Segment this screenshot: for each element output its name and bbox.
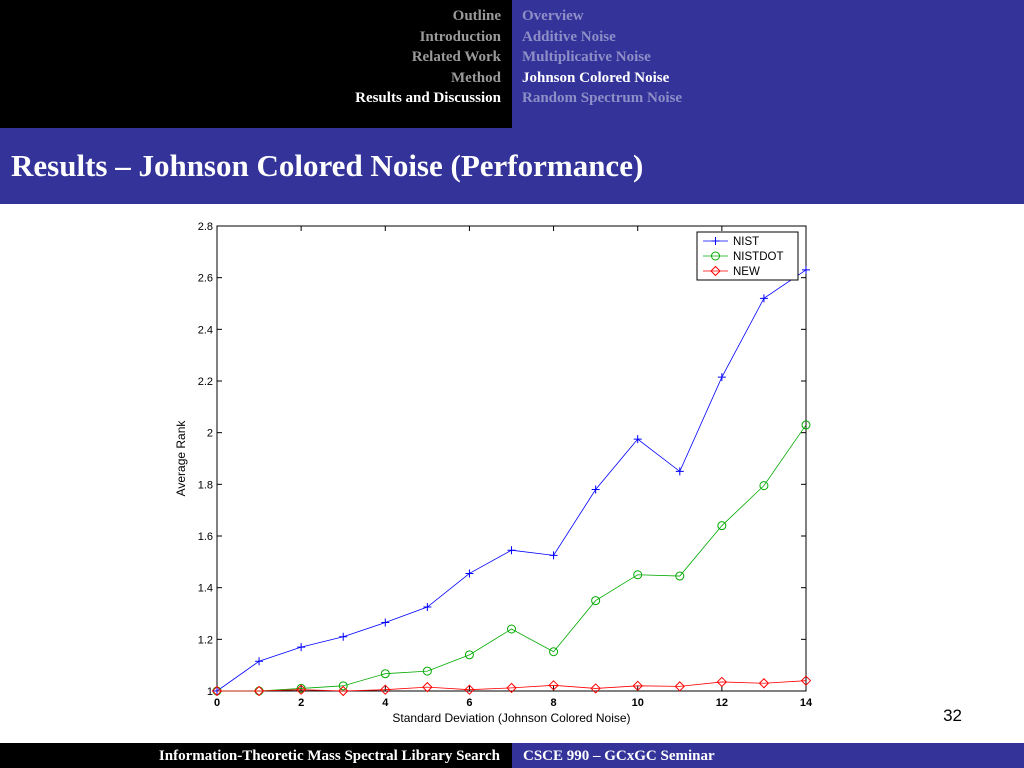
slide-title: Results – Johnson Colored Noise (Perform… xyxy=(11,148,644,183)
data-point-nistdot xyxy=(507,624,516,634)
data-point-new xyxy=(338,685,349,697)
y-tick-label: 1.2 xyxy=(198,634,213,646)
data-point-nist xyxy=(297,643,306,652)
x-tick-label: 2 xyxy=(298,697,304,709)
x-axis-label: Standard Deviation (Johnson Colored Nois… xyxy=(392,711,630,725)
title-bar: Results – Johnson Colored Noise (Perform… xyxy=(0,128,1024,204)
data-point-nist xyxy=(381,618,390,627)
nav-section-related-work[interactable]: Related Work xyxy=(411,49,501,65)
data-point-new xyxy=(380,684,391,695)
footer-left: Information-Theoretic Mass Spectral Libr… xyxy=(0,743,512,768)
legend-marker-nistdot xyxy=(711,251,720,261)
data-point-nistdot xyxy=(296,683,306,693)
series-line-new xyxy=(217,680,807,692)
legend-marker-nist xyxy=(711,237,720,245)
data-point-nistdot xyxy=(422,666,432,676)
data-point-nist xyxy=(717,373,726,382)
y-tick-label: 2.2 xyxy=(198,376,213,388)
data-point-nistdot xyxy=(380,669,390,679)
data-point-nist xyxy=(549,551,558,560)
data-point-new xyxy=(716,676,728,688)
data-point-nist xyxy=(339,632,348,641)
data-point-nist xyxy=(591,485,600,494)
data-point-new xyxy=(758,678,770,689)
section-nav: Outline Introduction Related Work Method Res… xyxy=(0,0,512,128)
nav-subsection-multiplicative-noise[interactable]: Multiplicative Noise xyxy=(522,49,651,65)
data-point-new xyxy=(632,680,643,692)
series-line-nist xyxy=(216,269,807,692)
data-point-nist xyxy=(423,603,432,612)
nav-section-introduction[interactable]: Introduction xyxy=(419,28,501,45)
footer-seminar-name: CSCE 990 – GCxGC Seminar xyxy=(523,748,715,764)
nav-subsection-additive-noise[interactable]: Additive Noise xyxy=(522,28,616,45)
x-tick-label: 10 xyxy=(632,697,644,709)
data-point-nist xyxy=(802,265,810,274)
data-point-new xyxy=(211,685,223,697)
y-tick-label: 2.8 xyxy=(198,221,213,233)
y-tick-label: 2 xyxy=(207,428,213,440)
x-tick-label: 14 xyxy=(800,697,813,709)
data-point-nistdot xyxy=(464,650,474,660)
y-tick-label: 1.8 xyxy=(198,479,213,491)
data-point-nistdot xyxy=(338,681,348,691)
data-point-nistdot xyxy=(633,570,643,580)
nav-subsection-random-spectrum-noise[interactable]: Random Spectrum Noise xyxy=(522,90,682,106)
data-point-new xyxy=(464,684,475,695)
x-tick-label: 4 xyxy=(382,697,389,709)
data-point-nist xyxy=(255,657,264,666)
nav-section-method[interactable]: Method xyxy=(451,69,501,86)
data-point-nistdot xyxy=(801,420,811,430)
data-point-new xyxy=(674,681,685,692)
data-point-nist xyxy=(507,546,516,555)
legend-label-new: NEW xyxy=(733,266,760,278)
data-point-nistdot xyxy=(675,571,685,581)
x-tick-label: 0 xyxy=(214,697,220,709)
nav-section-outline[interactable]: Outline xyxy=(452,8,501,24)
data-point-nist xyxy=(759,294,768,303)
data-point-new xyxy=(253,685,265,697)
y-axis-label: Average Rank xyxy=(174,420,188,497)
legend-marker-new xyxy=(710,265,721,277)
data-point-nistdot xyxy=(591,596,601,606)
data-point-nistdot xyxy=(759,481,769,491)
data-point-new xyxy=(295,684,307,695)
data-point-nistdot xyxy=(549,647,559,657)
data-point-nist xyxy=(465,569,474,578)
data-point-new xyxy=(590,683,601,694)
plot-frame xyxy=(216,225,807,692)
y-tick-label: 1.6 xyxy=(198,531,213,543)
x-tick-label: 12 xyxy=(716,697,728,709)
data-point-new xyxy=(800,675,812,686)
data-point-new xyxy=(548,680,559,691)
data-point-nist xyxy=(675,467,684,476)
y-tick-label: 1.4 xyxy=(198,583,213,595)
nav-subsection-overview[interactable]: Overview xyxy=(522,8,584,24)
nav-section-results-and-discussion[interactable]: Results and Discussion xyxy=(355,90,501,106)
series-line-nistdot xyxy=(217,424,807,692)
page-number: 32 xyxy=(943,706,962,725)
legend-label-nist: NIST xyxy=(733,236,759,248)
data-point-new xyxy=(506,682,517,694)
footer-presentation-title: Information-Theoretic Mass Spectral Libr… xyxy=(158,748,500,764)
data-point-nistdot xyxy=(717,521,727,531)
legend-label-nistdot: NISTDOT xyxy=(733,251,783,263)
y-tick-label: 2.6 xyxy=(198,273,213,285)
subsection-nav: Overview Additive Noise Multiplicative Noi… xyxy=(512,0,1024,128)
footer-right: CSCE 990 – GCxGC Seminar xyxy=(512,743,1024,768)
nav-subsection-johnson-colored-noise[interactable]: Johnson Colored Noise xyxy=(522,69,670,86)
x-tick-label: 6 xyxy=(466,697,472,709)
data-point-new xyxy=(422,681,433,693)
data-point-nist xyxy=(633,435,642,444)
x-tick-label: 8 xyxy=(551,697,557,709)
y-tick-label: 1 xyxy=(207,686,213,698)
y-tick-label: 2.4 xyxy=(198,324,213,336)
